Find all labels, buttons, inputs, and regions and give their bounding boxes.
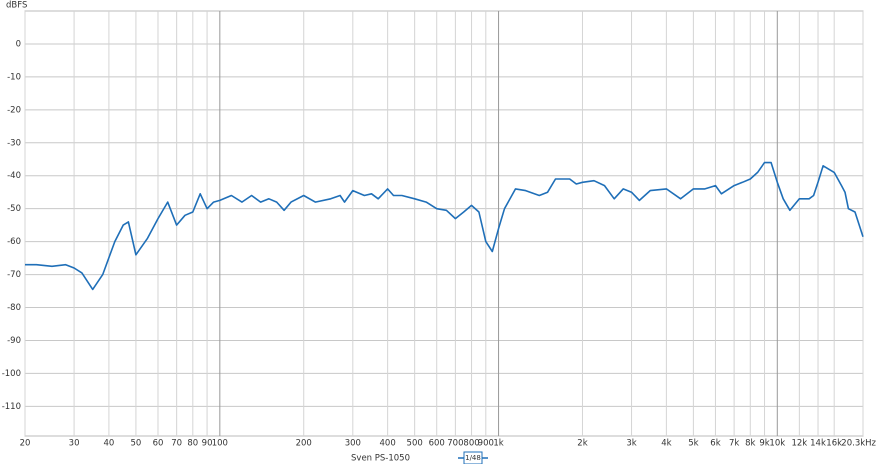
x-tick-label: 400 (380, 439, 396, 449)
x-tick-label: 9k (759, 439, 769, 449)
x-tick-label: 16k (826, 439, 842, 449)
y-tick-label: -110 (2, 402, 21, 412)
response-line (25, 161, 864, 291)
x-tick-label: 500 (407, 439, 423, 449)
y-tick-label: -90 (7, 336, 21, 346)
y-tick-label: 0 (16, 39, 21, 49)
x-tick-label: 10k (769, 439, 785, 449)
legend-label[interactable]: Sven PS-1050 (351, 454, 410, 464)
x-tick-label: 14k (810, 439, 826, 449)
x-tick-label: 3k (626, 439, 636, 449)
y-tick-label: -60 (7, 237, 21, 247)
smoothing-label[interactable]: 1/48 (465, 454, 481, 462)
y-tick-label: -70 (7, 270, 21, 280)
x-tick-label: 12k (791, 439, 807, 449)
y-tick-label: -40 (7, 171, 21, 181)
x-tick-label: 800 (463, 439, 479, 449)
x-tick-label: 300 (345, 439, 361, 449)
x-tick-label: 1k (493, 439, 503, 449)
x-tick-label: 200 (296, 439, 312, 449)
x-tick-label: 8k (745, 439, 755, 449)
x-tick-label: 30 (69, 439, 80, 449)
x-tick-label: 80 (187, 439, 198, 449)
x-tick-label: 50 (131, 439, 142, 449)
x-tick-label: 20.3kHz (841, 439, 876, 449)
x-tick-label: 900 (478, 439, 494, 449)
x-tick-label: 4k (661, 439, 671, 449)
x-tick-label: 600 (429, 439, 445, 449)
x-tick-label: 90 (202, 439, 213, 449)
x-tick-label: 40 (103, 439, 114, 449)
plot-area (24, 10, 864, 437)
x-tick-label: 7k (729, 439, 739, 449)
x-tick-label: 70 (171, 439, 182, 449)
y-tick-label: -30 (7, 138, 21, 148)
y-tick-label: -50 (7, 204, 21, 214)
x-tick-label: 6k (710, 439, 720, 449)
x-tick-label: 5k (688, 439, 698, 449)
x-tick-label: 700 (447, 439, 463, 449)
y-tick-label: -80 (7, 303, 21, 313)
y-tick-label: -100 (2, 369, 21, 379)
x-tick-label: 60 (153, 439, 164, 449)
y-tick-label: -20 (7, 105, 21, 115)
y-tick-label: -10 (7, 72, 21, 82)
y-axis-label: dBFS (6, 1, 27, 11)
x-tick-label: 2k (577, 439, 587, 449)
x-tick-label: 100 (212, 439, 228, 449)
x-tick-label: 20 (20, 439, 31, 449)
